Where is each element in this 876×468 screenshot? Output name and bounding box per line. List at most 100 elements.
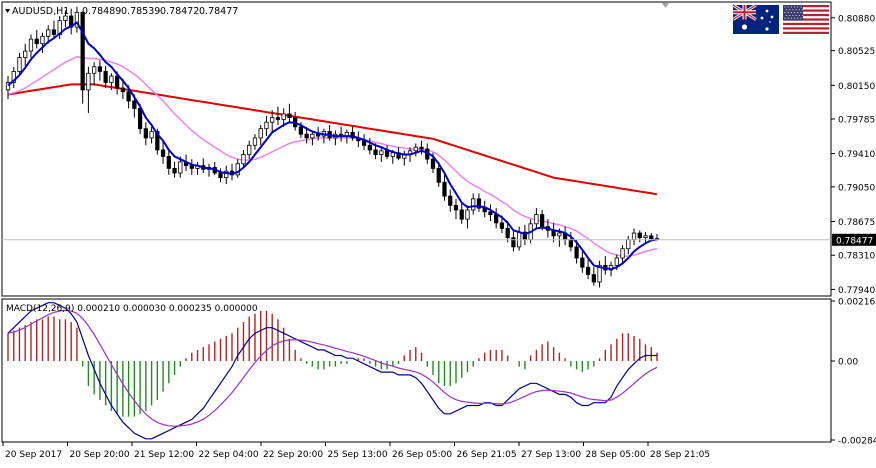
price-axis-ticks: 0.80880 0.80525 0.80150 0.79785 0.79410 0.790… xyxy=(831,14,875,296)
bull-candle-body xyxy=(17,57,22,72)
bear-candle-body xyxy=(430,158,436,169)
price-tick-label: 0.79410 xyxy=(838,150,875,160)
macd-tick-label: 0.00 xyxy=(838,358,858,368)
candle xyxy=(92,62,97,86)
bear-candle-body xyxy=(419,146,424,150)
current-price-box xyxy=(832,233,876,246)
bear-candle-body xyxy=(384,150,390,157)
bear-candle-body xyxy=(172,167,177,174)
candle xyxy=(34,29,39,49)
bear-candle-body xyxy=(160,149,166,157)
candle xyxy=(367,137,372,155)
bull-candle-body xyxy=(5,82,11,91)
bull-candle-body xyxy=(235,163,240,176)
candle xyxy=(247,140,252,160)
bull-candle-body xyxy=(264,121,269,130)
bull-candle-body xyxy=(270,117,275,123)
bear-candle-body xyxy=(499,222,505,229)
candle xyxy=(597,260,602,288)
bull-candle-body xyxy=(310,133,315,139)
candle xyxy=(511,230,516,252)
candle xyxy=(419,140,424,155)
current-price-label: 0.78477 xyxy=(836,236,873,246)
macd-indicator-label: MACD(12,26,9) 0.000210 0.000030 0.000235… xyxy=(6,304,258,314)
macd-panel-frame xyxy=(1,298,832,443)
candle xyxy=(534,208,539,229)
bear-candle-body xyxy=(155,131,160,151)
bull-candle-body xyxy=(379,150,384,155)
bull-candle-body xyxy=(597,264,602,283)
candle xyxy=(46,25,51,44)
bear-candle-body xyxy=(132,100,137,109)
candle xyxy=(17,52,22,77)
bear-candle-body xyxy=(143,128,148,139)
bear-candle-body xyxy=(304,133,309,139)
time-tick-label: 26 Sep 05:00 xyxy=(392,450,452,460)
bear-candle-body xyxy=(137,107,143,130)
bear-candle-body xyxy=(126,91,131,102)
price-tick-label: 0.80150 xyxy=(838,82,875,92)
bear-candle-body xyxy=(494,214,499,224)
chart-expand-icon[interactable] xyxy=(5,9,10,13)
bull-candle-body xyxy=(23,50,28,58)
time-tick-label: 28 Sep 05:00 xyxy=(586,450,646,460)
macd-tick-label: 0.00216 xyxy=(838,298,875,308)
candle xyxy=(23,43,28,66)
bull-candle-body xyxy=(63,15,68,22)
bull-candle-body xyxy=(241,154,246,165)
bear-candle-body xyxy=(298,126,304,135)
candle xyxy=(86,66,91,113)
candle xyxy=(143,122,148,146)
candle xyxy=(40,32,45,53)
candle xyxy=(74,6,80,33)
time-tick-label: 22 Sep 04:00 xyxy=(199,450,259,460)
bear-candle-body xyxy=(120,87,125,93)
bear-candle-body xyxy=(373,149,378,155)
symbol-label: AUDUSD,H1 xyxy=(12,6,69,17)
time-tick-label: 28 Sep 21:05 xyxy=(650,450,710,460)
bear-candle-body xyxy=(448,195,453,206)
bull-candle-body xyxy=(40,35,45,45)
bear-candle-body xyxy=(488,211,493,215)
time-tick-label: 20 Sep 20:00 xyxy=(70,450,130,460)
bear-candle-body xyxy=(80,11,85,91)
price-tick-label: 0.79785 xyxy=(838,115,875,125)
bull-candle-body xyxy=(281,113,286,120)
bear-candle-body xyxy=(591,274,596,283)
candle xyxy=(51,20,57,39)
candle xyxy=(149,126,154,144)
bull-candle-body xyxy=(643,235,648,239)
candle xyxy=(270,110,275,132)
bull-candle-body xyxy=(46,29,51,37)
candle xyxy=(97,60,103,81)
ohlc-open: 0.78489 xyxy=(82,6,121,17)
candle xyxy=(505,221,510,243)
medium-ma-line xyxy=(7,55,658,257)
bull-candle-body xyxy=(620,248,625,259)
candle xyxy=(258,124,263,146)
macd-tick-label: -0.002842 xyxy=(838,437,876,447)
bull-candle-body xyxy=(178,161,183,174)
bull-candle-body xyxy=(631,232,637,240)
bear-candle-body xyxy=(436,167,441,183)
bear-candle-body xyxy=(287,113,292,118)
bull-candle-body xyxy=(557,232,562,237)
bear-candle-body xyxy=(649,235,654,239)
chart-shift-marker-icon[interactable] xyxy=(662,3,669,8)
bear-candle-body xyxy=(637,232,642,239)
bull-candle-body xyxy=(224,170,229,179)
bear-candle-body xyxy=(189,165,194,169)
time-tick-label: 26 Sep 21:05 xyxy=(457,450,517,460)
candle xyxy=(166,149,171,175)
fast-ma-line xyxy=(7,21,658,271)
bear-candle-body xyxy=(103,71,108,83)
bear-candle-body xyxy=(453,204,459,211)
candle xyxy=(80,11,85,104)
candle xyxy=(476,193,482,212)
bull-candle-body xyxy=(247,144,252,155)
ohlc-close: 0.78477 xyxy=(199,6,238,17)
ohlc-low: 0.78472 xyxy=(160,6,199,17)
candle xyxy=(264,115,269,137)
candle xyxy=(160,140,166,164)
